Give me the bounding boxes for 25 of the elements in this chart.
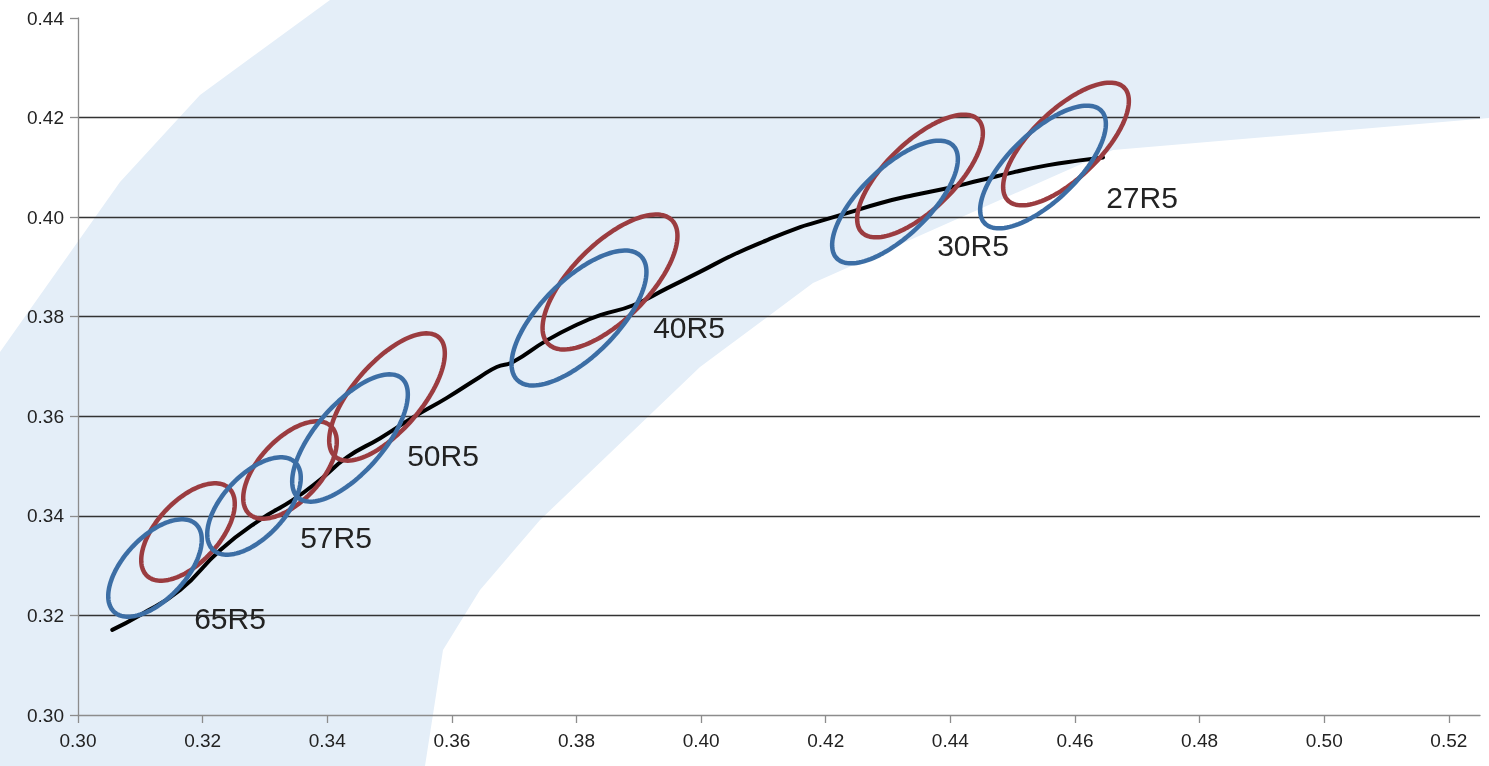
x-tick-label: 0.34 [308,730,347,751]
annotation: 30R5 [937,228,1009,262]
x-tick-label: 0.32 [184,730,222,751]
y-tick-label: 0.44 [27,7,65,29]
x-tick-label: 0.52 [1430,730,1468,751]
annotation: 50R5 [407,438,479,472]
x-tick-label: 0.48 [1181,730,1219,751]
x-tick-label: 0.46 [1056,730,1094,751]
y-tick-label: 0.40 [27,206,64,228]
x-tick-label: 0.50 [1305,730,1343,751]
y-tick-label: 0.38 [27,306,64,328]
y-tick-label: 0.42 [27,107,64,129]
x-tick-label: 0.30 [59,730,97,751]
x-tick-label: 0.36 [433,730,471,751]
annotation: 57R5 [300,520,372,554]
x-tick-label: 0.40 [682,730,720,751]
x-tick-label: 0.38 [558,730,595,751]
y-tick-label: 0.36 [27,405,64,427]
x-tick-label: 0.42 [807,730,845,751]
annotation: 27R5 [1106,180,1178,214]
annotation: 40R5 [653,310,725,344]
y-tick-label: 0.30 [27,704,64,726]
y-tick-label: 0.34 [27,505,65,527]
x-tick-label: 0.44 [931,730,970,751]
y-tick-label: 0.32 [27,604,64,626]
